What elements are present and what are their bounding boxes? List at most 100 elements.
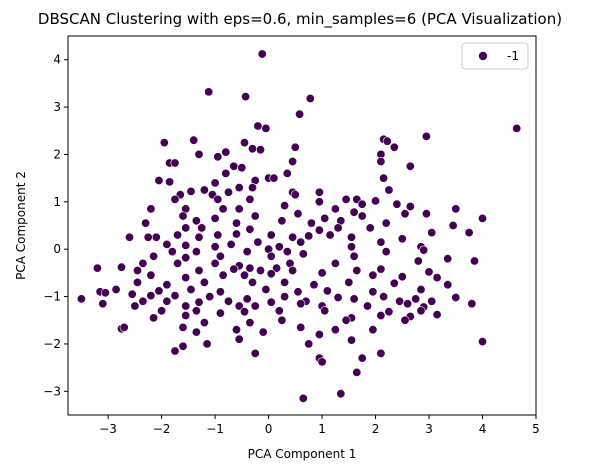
scatter-point <box>215 287 225 297</box>
scatter-point <box>194 149 204 159</box>
scatter-point <box>280 277 290 287</box>
scatter-point <box>320 213 330 223</box>
scatter-point <box>149 313 159 323</box>
scatter-point <box>162 296 172 306</box>
legend: -1 <box>461 42 529 70</box>
scatter-point <box>298 249 308 259</box>
scatter-point <box>282 168 292 178</box>
scatter-point <box>221 168 231 178</box>
scatter-point <box>181 240 191 250</box>
scatter-point <box>165 177 175 187</box>
scatter-point <box>138 258 148 268</box>
scatter-point <box>296 237 306 247</box>
scatter-point <box>293 209 303 219</box>
scatter-point <box>330 258 340 268</box>
scatter-point <box>245 224 255 234</box>
scatter-point <box>221 147 231 157</box>
scatter-point <box>368 270 378 280</box>
scatter-point <box>181 301 191 311</box>
scatter-point <box>250 348 260 358</box>
scatter-point <box>178 322 188 332</box>
scatter-point <box>240 138 250 148</box>
scatter-point <box>194 232 204 242</box>
y-tick-label: −3 <box>43 384 61 398</box>
x-tick-label: −3 <box>99 422 117 436</box>
scatter-point <box>170 291 180 301</box>
scatter-point <box>133 265 143 275</box>
scatter-point <box>266 297 276 307</box>
legend-marker <box>478 51 488 61</box>
scatter-point <box>191 306 201 316</box>
scatter-point <box>266 269 276 279</box>
scatter-point <box>346 242 356 252</box>
scatter-point <box>130 301 140 311</box>
scatter-point <box>309 280 319 290</box>
scatter-point <box>419 245 429 255</box>
scatter-point <box>138 296 148 306</box>
scatter-point <box>427 296 437 306</box>
scatter-point <box>296 299 306 309</box>
scatter-point <box>352 367 362 377</box>
scatter-point <box>240 270 250 280</box>
scatter-point <box>170 158 180 168</box>
scatter-point <box>274 242 284 252</box>
scatter-point <box>379 292 389 302</box>
scatter-point <box>226 239 236 249</box>
scatter-point <box>98 299 108 309</box>
scatter-point <box>405 161 415 171</box>
scatter-point <box>357 199 367 209</box>
scatter-point <box>250 211 260 221</box>
scatter-point <box>253 121 263 131</box>
scatter-point <box>397 234 407 244</box>
scatter-point <box>250 301 260 311</box>
scatter-point <box>241 92 251 102</box>
scatter-point <box>477 213 487 223</box>
scatter-point <box>370 196 380 206</box>
scatter-point <box>199 185 209 195</box>
scatter-point <box>376 264 386 274</box>
scatter-point <box>141 218 151 228</box>
scatter-point <box>146 204 156 214</box>
scatter-point <box>333 292 343 302</box>
scatter-point <box>240 307 250 317</box>
scatter-point <box>365 223 375 233</box>
scatter-point <box>277 216 287 226</box>
x-tick-label: −2 <box>153 422 171 436</box>
scatter-point <box>245 263 255 273</box>
scatter-point <box>288 157 298 167</box>
scatter-point <box>397 272 407 282</box>
scatter-point <box>357 211 367 221</box>
scatter-point <box>197 223 207 233</box>
scatter-point <box>127 289 137 299</box>
scatter-point <box>304 231 314 241</box>
scatter-point <box>477 337 487 347</box>
x-tick-label: 5 <box>532 422 540 436</box>
scatter-point <box>266 230 276 240</box>
scatter-point <box>296 322 306 332</box>
scatter-point <box>229 264 239 274</box>
legend-box <box>461 42 529 70</box>
scatter-point <box>416 306 426 316</box>
scatter-point <box>357 353 367 363</box>
scatter-point <box>341 315 351 325</box>
scatter-point <box>368 325 378 335</box>
scatter-point <box>157 306 167 316</box>
scatter-point <box>261 123 271 133</box>
scatter-point <box>253 237 263 247</box>
scatter-point <box>432 310 442 320</box>
y-tick-label: 1 <box>53 195 61 209</box>
scatter-point <box>159 138 169 148</box>
scatter-point <box>258 327 268 337</box>
y-axis: −3 −2 −1 0 1 2 3 4 <box>43 53 68 398</box>
scatter-point <box>170 194 180 204</box>
scatter-point <box>170 346 180 356</box>
chart-title: DBSCAN Clustering with eps=0.6, min_samp… <box>38 10 562 29</box>
scatter-point <box>467 299 477 309</box>
scatter-point <box>261 284 271 294</box>
scatter-point <box>181 223 191 233</box>
scatter-point <box>205 292 215 302</box>
scatter-point <box>248 144 258 154</box>
scatter-point <box>232 325 242 335</box>
scatter-point <box>173 230 183 240</box>
